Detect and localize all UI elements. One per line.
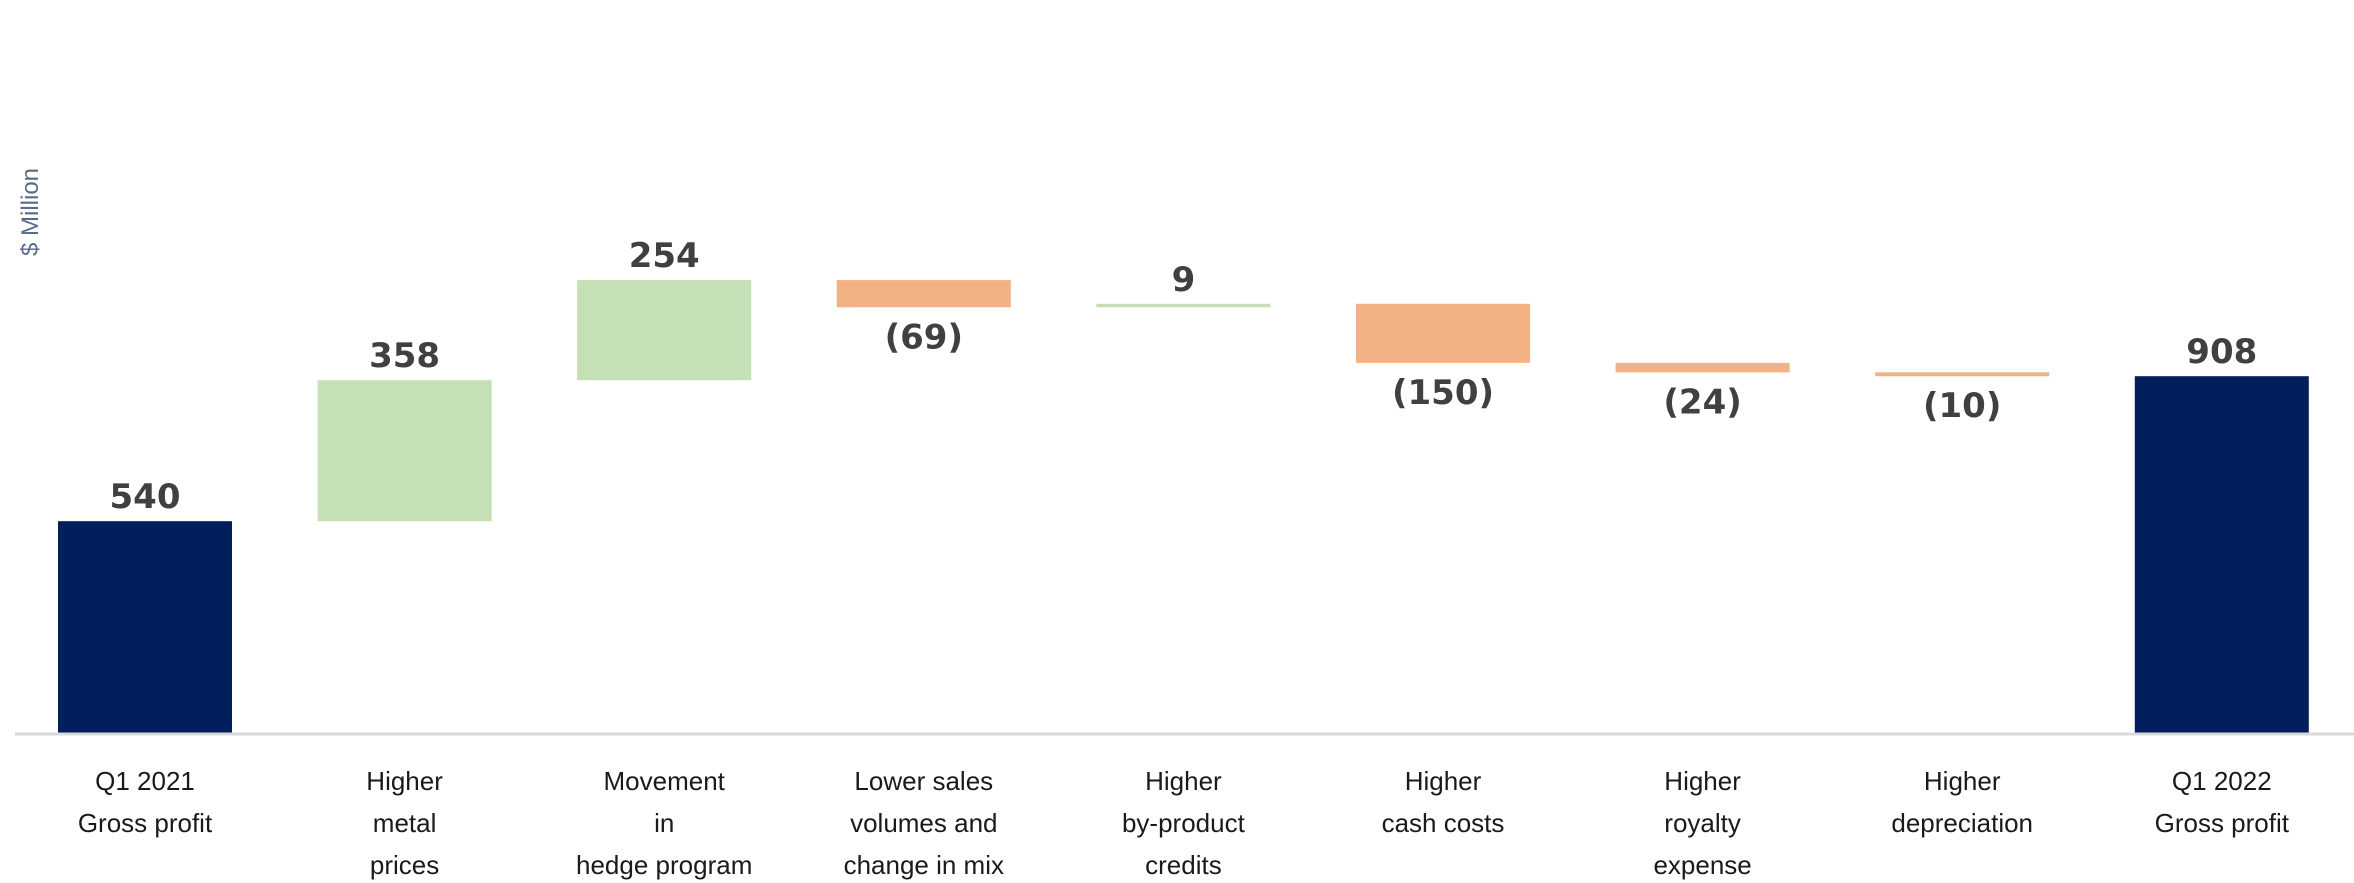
category-label-line: Higher: [1924, 766, 2001, 796]
categories-layer: Q1 2021 Gross profit Higher metal prices Move…: [78, 766, 2290, 880]
category-label-line: Higher: [1405, 766, 1482, 796]
bar-5: [1356, 303, 1530, 363]
category-label-line: Higher: [366, 766, 443, 796]
bars-layer: [58, 280, 2309, 734]
category-label-2: Movement in hedge program: [576, 766, 752, 880]
bar-0: [58, 521, 232, 734]
data-label-4: 9: [1172, 260, 1196, 300]
category-label-0: Q1 2021 Gross profit: [78, 766, 213, 838]
labels-layer: 540 358 254 (69) 9 (150) (24) (10) 908: [110, 236, 2258, 517]
y-axis-label: $ Million: [17, 168, 44, 256]
bar-2: [577, 280, 752, 381]
bar-7: [1875, 372, 2050, 377]
category-label-line: Higher: [1664, 766, 1741, 796]
bar-8: [2134, 376, 2309, 734]
data-label-7: (10): [1923, 386, 2001, 426]
category-label-line: by-product: [1122, 808, 1246, 838]
category-label-line: cash costs: [1382, 808, 1505, 838]
data-label-2: 254: [629, 236, 700, 276]
data-label-5: (150): [1392, 373, 1494, 413]
category-label-line: prices: [370, 850, 439, 880]
category-label-6: Higher royalty expense: [1653, 766, 1751, 880]
category-label-line: Lower sales: [854, 766, 993, 796]
data-label-3: (69): [885, 317, 963, 357]
category-label-line: credits: [1145, 850, 1222, 880]
category-label-8: Q1 2022 Gross profit: [2155, 766, 2290, 838]
category-label-line: Q1 2022: [2172, 766, 2272, 796]
data-label-8: 908: [2186, 332, 2257, 372]
bar-1: [317, 380, 492, 522]
bar-3: [836, 280, 1011, 308]
category-label-line: Gross profit: [78, 808, 213, 838]
category-label-line: depreciation: [1891, 808, 2033, 838]
bar-4: [1096, 303, 1271, 308]
category-label-line: Movement: [604, 766, 726, 796]
data-label-6: (24): [1663, 382, 1741, 422]
category-label-line: expense: [1653, 850, 1751, 880]
category-label-3: Lower sales volumes and change in mix: [844, 766, 1004, 880]
category-label-1: Higher metal prices: [366, 766, 443, 880]
category-label-line: metal: [373, 808, 437, 838]
category-label-line: in: [654, 808, 674, 838]
category-label-4: Higher by-product credits: [1122, 766, 1246, 880]
category-label-line: hedge program: [576, 850, 752, 880]
category-label-7: Higher depreciation: [1891, 766, 2033, 838]
category-label-line: volumes and: [850, 808, 997, 838]
bar-6: [1615, 362, 1790, 373]
data-label-1: 358: [369, 336, 440, 376]
category-label-line: change in mix: [844, 850, 1004, 880]
data-label-0: 540: [110, 477, 181, 517]
category-label-line: Higher: [1145, 766, 1222, 796]
category-label-line: Q1 2021: [95, 766, 195, 796]
category-label-5: Higher cash costs: [1382, 766, 1505, 838]
category-label-line: Gross profit: [2155, 808, 2290, 838]
category-label-line: royalty: [1664, 808, 1741, 838]
